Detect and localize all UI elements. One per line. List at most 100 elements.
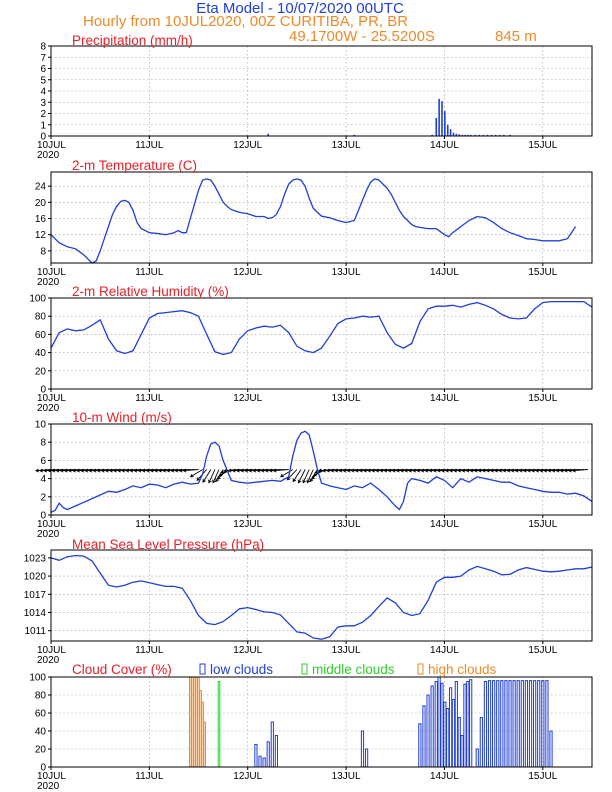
precip-bar	[464, 134, 466, 136]
wind-arrow	[190, 469, 203, 478]
x-tick-label: 10JUL	[37, 771, 66, 782]
wind-arrow-head	[383, 468, 388, 473]
cloud-bar-low-clouds	[479, 717, 483, 768]
wind-arrow-head	[518, 468, 523, 473]
y-tick-label: 1	[40, 120, 46, 131]
precip-bar	[444, 111, 446, 136]
wind-arrow-head	[322, 468, 326, 473]
wind-arrow-head	[387, 468, 392, 473]
x-tick-label: 13JUL	[332, 645, 361, 656]
y-tick-label: 0	[40, 511, 46, 522]
wind-arrow-head	[264, 468, 269, 473]
cloud-bar-high-clouds	[189, 676, 192, 768]
wind-arrow-head	[551, 468, 556, 473]
wind-arrow-head	[166, 468, 171, 473]
wind-arrow-head	[272, 468, 277, 473]
y-tick-label: 100	[29, 673, 46, 684]
y-tick-label: 1017	[24, 590, 47, 601]
wind-arrow-head	[268, 468, 273, 473]
cloud-bar-high-clouds	[197, 676, 200, 768]
wind-arrow-head	[485, 468, 490, 473]
x-tick-label: 14JUL	[430, 519, 459, 530]
y-tick-label: 80	[35, 691, 47, 702]
cloud-bar-low-clouds	[512, 680, 516, 768]
precip-bar	[474, 134, 476, 136]
y-tick-label: 0	[40, 132, 46, 143]
wind-arrow	[202, 469, 212, 483]
x-tick-label: 11JUL	[135, 267, 164, 278]
wind-arrow	[208, 469, 216, 483]
panel-title: Mean Sea Level Pressure (hPa)	[72, 537, 264, 552]
wind-arrow	[212, 469, 220, 483]
cloud-bar-low-clouds	[454, 681, 458, 768]
wind-arrow-head	[178, 468, 183, 473]
x-tick-label: 14JUL	[430, 267, 459, 278]
precip-bar	[478, 134, 481, 136]
cloud-bar-low-clouds	[364, 748, 369, 768]
y-tick-label: 0	[40, 385, 46, 396]
wind-arrow-head	[162, 468, 166, 473]
header-coordinates: 49.1700W - 25.5200S	[289, 28, 435, 45]
legend-swatch	[417, 663, 424, 675]
x-year-label: 2020	[37, 781, 60, 792]
wind-arrow-head	[189, 473, 194, 478]
precip-bar	[503, 134, 505, 136]
x-tick-label: 11JUL	[135, 645, 164, 656]
cloud-bar-low-clouds	[443, 701, 447, 768]
wind-arrow-head	[174, 468, 179, 473]
wind-arrow-head	[326, 468, 330, 473]
precip-bar	[353, 134, 356, 136]
wind-arrow-head	[72, 468, 76, 473]
cloud-bar-low-clouds	[487, 680, 492, 768]
cloud-bar-low-clouds	[508, 680, 512, 768]
precip-bar	[486, 134, 489, 136]
cloud-bar-low-clouds	[492, 680, 496, 768]
x-tick-label: 15JUL	[528, 393, 557, 404]
y-tick-label: 60	[35, 330, 47, 341]
precip-bar	[458, 134, 461, 136]
panel-cloud-cover: 0 20 40 60 80 100 10JUL 11JUL 12JUL 13JUL 14JUL 15J…	[29, 662, 593, 792]
wind-arrow-head	[215, 478, 219, 483]
x-year-label: 2020	[37, 277, 60, 288]
x-tick-label: 11JUL	[135, 519, 164, 530]
cloud-bar-low-clouds	[258, 755, 262, 768]
cloud-bar-low-clouds	[466, 681, 470, 768]
wind-arrow-head	[379, 468, 384, 473]
y-tick-label: 20	[35, 745, 47, 756]
x-tick-label: 12JUL	[233, 771, 262, 782]
wind-arrow-head	[477, 468, 482, 473]
y-tick-label: 8	[40, 42, 46, 53]
legend-low-clouds: low clouds	[199, 662, 273, 677]
wind-arrow-head	[354, 468, 359, 473]
wind-arrow-head	[244, 468, 248, 473]
wind-arrow	[280, 469, 294, 478]
wind-arrow-head	[334, 468, 339, 473]
wind-arrow-head	[121, 468, 125, 473]
cloud-bar-low-clouds	[524, 680, 529, 768]
x-tick-label: 10JUL	[37, 519, 66, 530]
wind-arrow-head	[220, 470, 225, 474]
wind-arrow-head	[399, 468, 404, 473]
wind-arrow-head	[346, 468, 351, 473]
precip-bar	[490, 134, 493, 136]
wind-arrow-head	[117, 468, 121, 473]
wind-arrow	[286, 469, 298, 481]
wind-arrow-head	[312, 472, 317, 477]
wind-arrow-head	[141, 468, 146, 473]
cloud-bar-low-clouds	[504, 680, 508, 768]
wind-arrow-head	[563, 468, 568, 473]
wind-arrow-head	[555, 468, 560, 473]
y-tick-label: 7	[40, 53, 46, 64]
x-tick-label: 12JUL	[233, 519, 262, 530]
wind-arrow-head	[100, 468, 105, 473]
wind-arrow	[302, 469, 310, 483]
x-tick-label: 15JUL	[528, 771, 557, 782]
cloud-bar-low-clouds	[437, 676, 441, 768]
cloud-bar-low-clouds	[496, 680, 500, 768]
y-tick-label: 8	[40, 246, 46, 257]
wind-arrow-head	[453, 468, 457, 473]
wind-arrow-head	[227, 468, 232, 473]
cloud-bar-high-clouds	[195, 676, 198, 768]
wind-arrow-head	[149, 468, 154, 473]
panel-relative-humidity: 0 20 40 60 80 100 10JUL 11JUL 12JUL 13JUL 14JUL 15J…	[29, 284, 593, 414]
